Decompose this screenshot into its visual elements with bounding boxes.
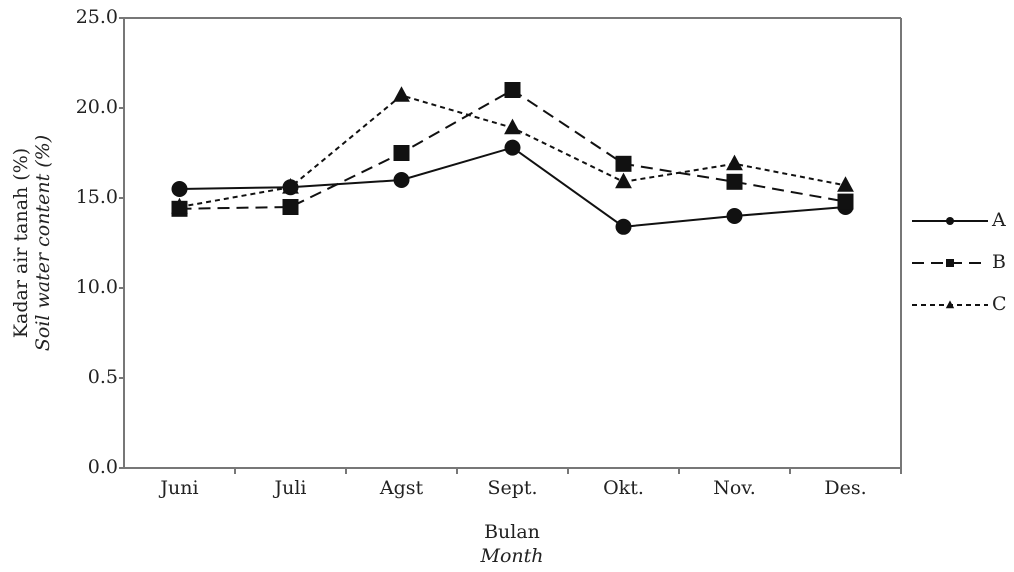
y-tick-label: 15.0 — [76, 186, 118, 208]
data-point — [615, 218, 632, 235]
data-point — [726, 208, 743, 224]
x-tick-label: Nov. — [713, 477, 756, 499]
legend-label: B — [992, 251, 1006, 273]
data-point — [615, 155, 632, 172]
x-tick-label: Des. — [824, 477, 866, 499]
data-point — [171, 197, 188, 214]
x-tick-label: Agst — [379, 477, 424, 499]
x-axis-label: Month — [479, 545, 543, 567]
x-tick-label: Juni — [158, 477, 198, 499]
y-tick-label: 0.5 — [88, 366, 118, 388]
y-axis-label: Kadar air tanah (%) — [10, 148, 32, 338]
data-point — [837, 176, 854, 192]
data-point — [726, 173, 743, 190]
data-point — [393, 172, 410, 188]
data-point — [504, 82, 521, 98]
data-point — [615, 172, 632, 189]
data-point — [504, 118, 521, 135]
data-point — [282, 199, 299, 215]
data-point — [171, 181, 188, 197]
data-point — [393, 86, 410, 102]
y-tick-label: 20.0 — [76, 96, 118, 118]
x-axis-label: Bulan — [484, 521, 540, 543]
y-axis-label: Soil water content (%) — [32, 135, 54, 351]
legend-marker — [946, 259, 954, 267]
x-tick-label: Juli — [272, 477, 306, 499]
legend-label: C — [992, 293, 1007, 315]
legend-marker — [945, 300, 955, 309]
legend-marker — [946, 217, 954, 225]
x-tick-label: Okt. — [603, 477, 644, 499]
series-line — [179, 146, 846, 228]
data-point — [393, 145, 410, 161]
data-point — [837, 193, 854, 210]
y-tick-label: 0.0 — [88, 456, 118, 478]
data-point — [504, 139, 521, 156]
data-point — [282, 178, 299, 194]
data-point — [726, 154, 743, 171]
x-tick-label: Sept. — [487, 477, 537, 499]
legend-label: A — [991, 209, 1006, 231]
y-tick-label: 25.0 — [76, 6, 118, 28]
y-tick-label: 10.0 — [76, 276, 118, 298]
